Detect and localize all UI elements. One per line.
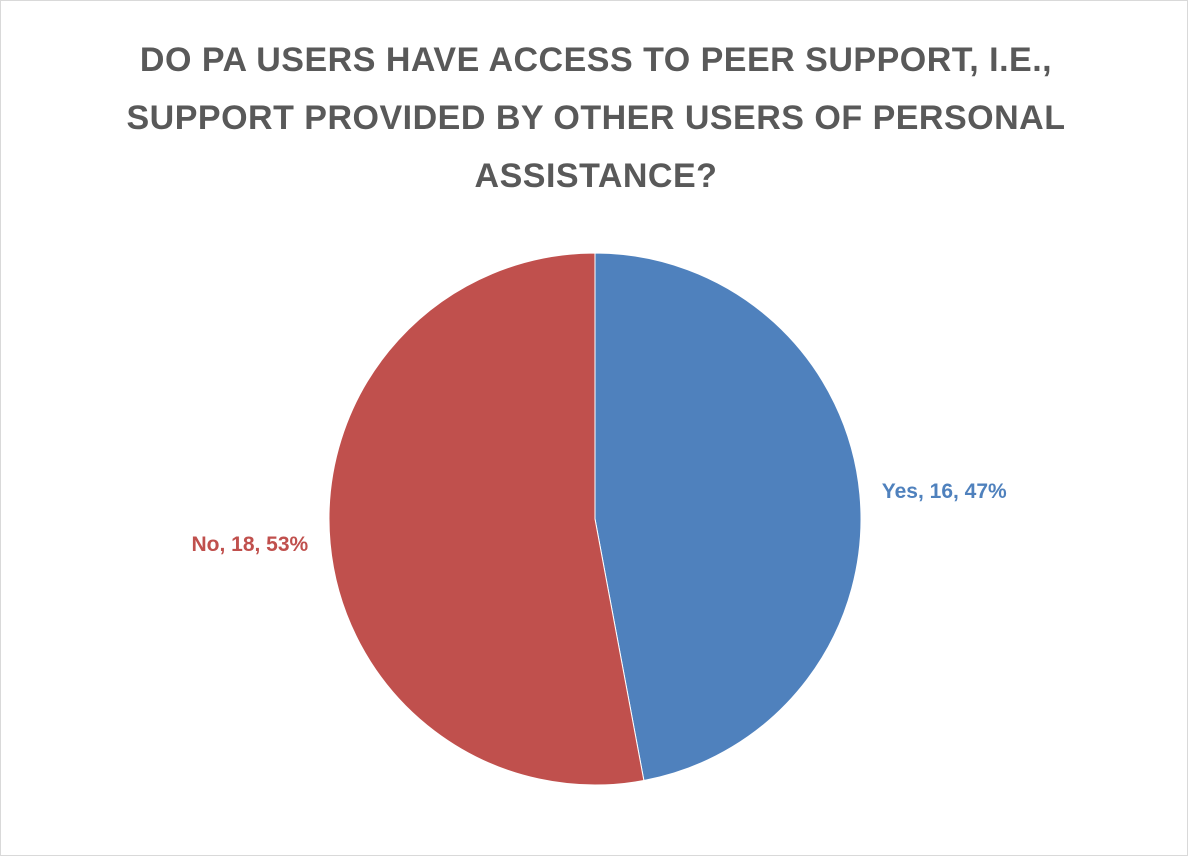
pie-slice-no bbox=[328, 252, 645, 786]
pie-slice-yes bbox=[594, 252, 862, 782]
chart-title: DO PA USERS HAVE ACCESS TO PEER SUPPORT,… bbox=[126, 41, 1066, 195]
data-label-no: No, 18, 53% bbox=[191, 533, 308, 556]
data-label-yes: Yes, 16, 47% bbox=[882, 480, 1007, 503]
